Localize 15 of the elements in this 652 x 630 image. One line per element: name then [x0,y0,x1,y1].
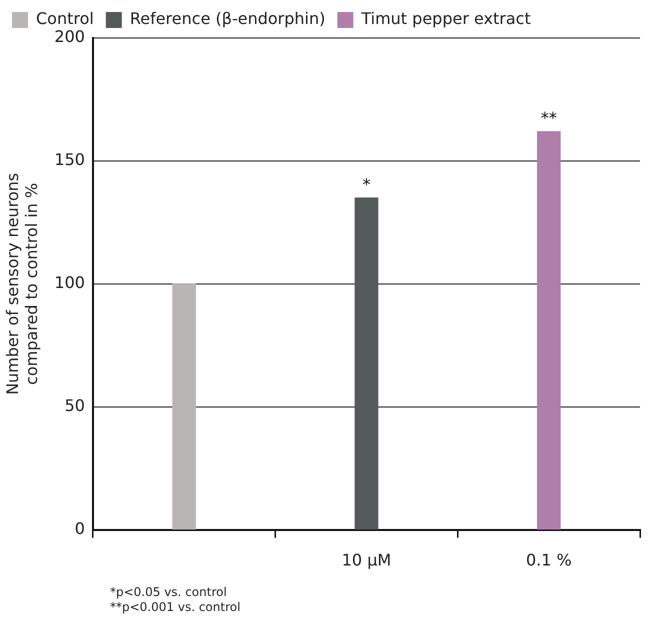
annotation: * [362,174,370,194]
y-tick-label: 200 [54,27,85,46]
y-axis-title: Number of sensory neurons compared to control in % [2,172,41,395]
annotation: ** [540,108,557,128]
text: *p<0.05 vs. control [110,585,227,599]
y-tick-label: 150 [54,150,85,170]
text: **p<0.001 vs. control [110,600,240,614]
y-tick-label: 0 [74,518,85,538]
x-tick-label: 0.1 % [526,550,572,570]
legend-label: Reference (β-endorphin) [130,9,326,28]
y-tick-label: 50 [64,396,85,416]
y-tick-label: 100 [54,273,85,292]
legend-label: Control [36,9,94,28]
x-tick-label: 10 µM [342,550,392,570]
legend-label: Timut pepper extract [360,9,531,28]
